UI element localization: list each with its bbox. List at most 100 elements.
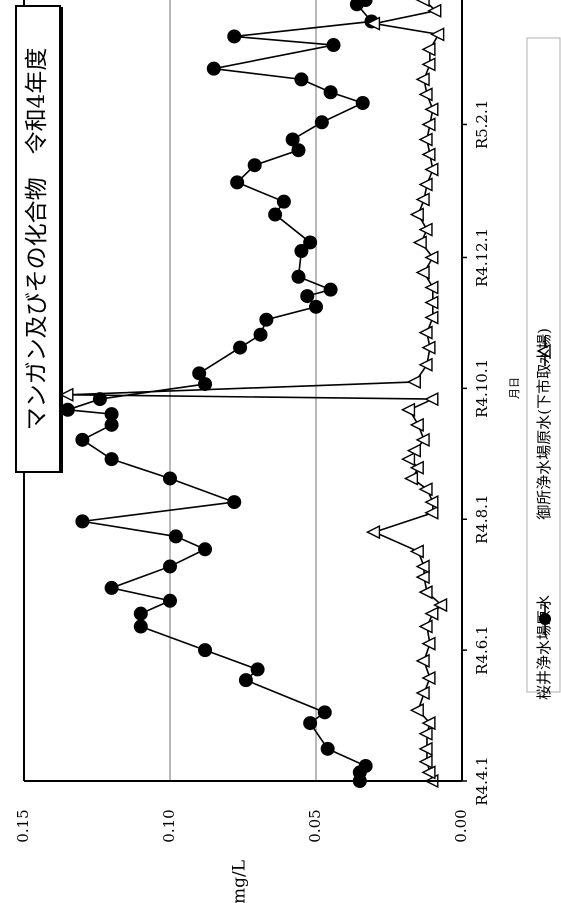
x-tick-label: R4.10.1 <box>473 359 491 418</box>
label-layer: R4.4.1 R4.6.1 R4.8.1 R4.10.1 R4.12.1 R5.2.1 0.… <box>14 5 561 903</box>
data-point <box>409 460 424 475</box>
data-point <box>320 741 335 756</box>
data-point <box>400 402 416 417</box>
data-point <box>418 482 433 497</box>
data-point <box>326 38 341 53</box>
data-point <box>365 524 381 540</box>
data-point <box>198 643 213 658</box>
x-axis-title: 月日 <box>508 377 521 399</box>
data-point <box>424 391 439 407</box>
data-point <box>409 417 424 432</box>
legend-label: 御所浄水場原水(下市取水場) <box>535 328 553 520</box>
data-point <box>421 42 436 57</box>
chart-title: マンガン及びその化合物 令和4年度 <box>24 48 50 431</box>
data-point <box>421 715 436 731</box>
data-point <box>163 593 177 608</box>
x-tick-label: R4.6.1 <box>473 625 491 674</box>
data-point <box>418 585 433 600</box>
data-point <box>403 471 419 486</box>
data-point <box>247 158 262 173</box>
data-point <box>104 407 119 422</box>
data-point <box>309 299 323 314</box>
data-point <box>323 85 338 100</box>
data-point <box>424 505 439 520</box>
data-point <box>415 72 430 87</box>
data-point <box>227 495 242 510</box>
data-point <box>294 244 309 259</box>
data-point <box>75 514 90 529</box>
data-point <box>294 72 309 87</box>
legend-marker <box>539 613 551 625</box>
data-point <box>104 452 119 467</box>
data-point <box>418 357 433 372</box>
data-point <box>406 443 421 458</box>
data-point <box>291 269 306 284</box>
data-point <box>418 619 433 634</box>
data-point <box>400 452 416 467</box>
data-point <box>409 544 424 559</box>
x-tick-label: R5.2.1 <box>473 100 491 149</box>
data-point <box>432 597 448 613</box>
data-point <box>163 559 177 574</box>
y-axis-title: mg/L <box>230 860 250 903</box>
data-point <box>323 282 338 297</box>
data-point <box>415 570 430 585</box>
legend-marker <box>536 343 551 359</box>
data-point <box>406 374 421 390</box>
data-point <box>198 377 213 392</box>
data-point <box>418 726 433 741</box>
data-point <box>133 606 148 621</box>
y-tick-label: 0.15 <box>14 809 32 842</box>
y-tick-label: 0.05 <box>306 809 324 842</box>
data-point <box>300 289 315 304</box>
data-point <box>303 716 318 731</box>
data-point <box>133 619 148 634</box>
data-point <box>418 325 433 340</box>
data-point <box>285 132 300 147</box>
data-point <box>355 95 370 110</box>
data-point <box>418 754 433 769</box>
data-point <box>424 250 439 265</box>
data-point <box>250 662 265 677</box>
data-point <box>421 57 436 72</box>
data-point <box>163 471 177 486</box>
data-point <box>291 143 306 158</box>
data-point <box>421 765 436 780</box>
data-point <box>421 670 436 686</box>
data-point <box>421 117 436 132</box>
data-point <box>60 402 75 417</box>
data-point <box>358 758 373 773</box>
data-point <box>409 703 424 718</box>
data-point <box>424 162 439 177</box>
data-point <box>418 222 433 237</box>
data-point <box>415 192 430 207</box>
series-layer <box>59 0 448 789</box>
data-point <box>421 147 436 162</box>
y-tick-label: 0.10 <box>160 809 178 842</box>
data-point <box>424 606 439 621</box>
data-point <box>303 235 318 250</box>
data-point <box>427 3 442 18</box>
data-point <box>430 27 445 42</box>
data-point <box>418 87 433 102</box>
data-point <box>198 542 213 557</box>
data-point <box>365 16 381 31</box>
data-point <box>418 177 433 192</box>
x-tick-label: R4.4.1 <box>473 756 491 805</box>
legend-label: 桜井浄水場原水 <box>535 595 553 700</box>
x-tick-label: R4.12.1 <box>473 228 491 287</box>
data-point <box>418 132 433 147</box>
data-point <box>424 494 439 510</box>
data-point <box>206 61 221 76</box>
data-point <box>230 175 245 190</box>
data-point <box>424 295 439 310</box>
data-point <box>415 0 430 8</box>
data-point <box>192 366 207 381</box>
data-point <box>409 207 424 222</box>
data-point <box>415 559 430 574</box>
series-line <box>67 0 443 782</box>
data-point <box>59 387 74 402</box>
data-point <box>276 194 291 209</box>
data-point <box>317 705 332 720</box>
